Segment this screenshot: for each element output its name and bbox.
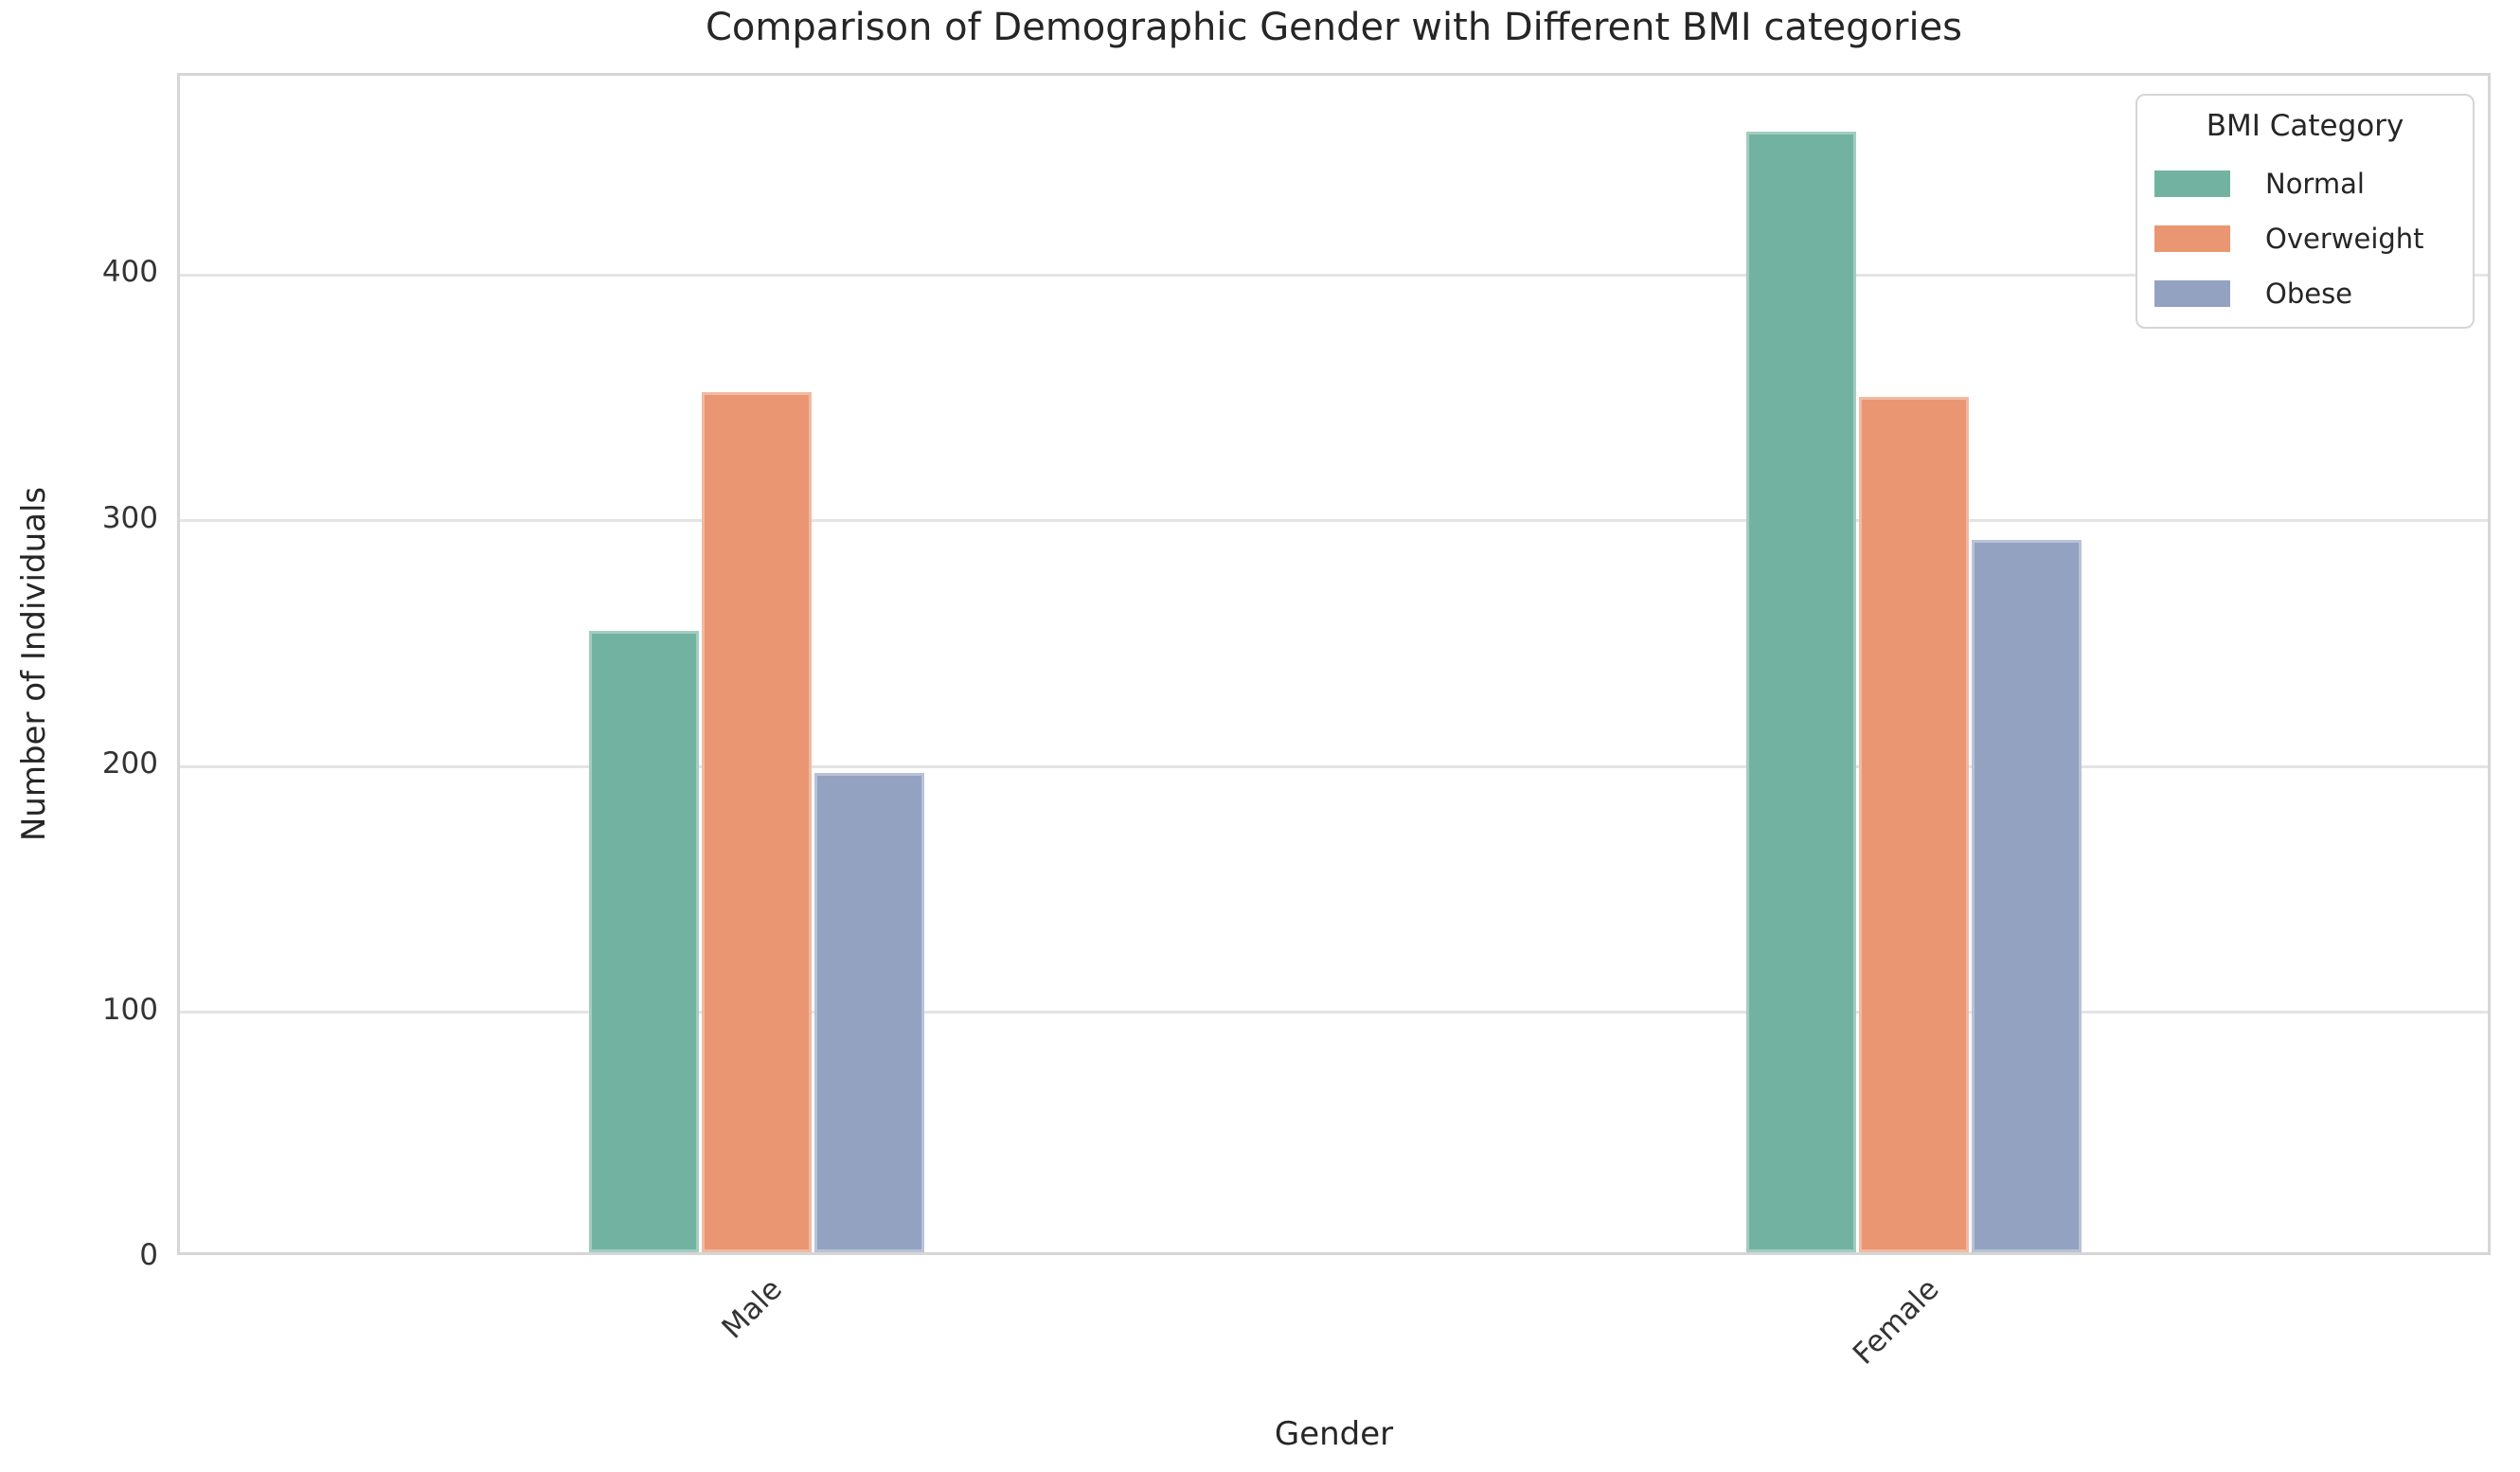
bar-male-obese [814,773,925,1252]
legend-swatch-overweight [2154,225,2230,252]
x-tick-label-female: Female [1846,1272,1946,1372]
legend: BMI Category Normal Overweight Obese [2136,94,2475,329]
bar-female-normal [1745,131,1856,1252]
legend-swatch-normal [2154,171,2230,197]
bar-female-obese [1971,539,2082,1252]
legend-item-obese: Obese [2137,266,2473,321]
legend-title: BMI Category [2206,109,2404,143]
bar-male-overweight [702,391,813,1252]
y-gridline-200 [180,764,2488,768]
x-axis-title: Gender [1274,1415,1394,1453]
y-gridline-100 [180,1011,2488,1014]
legend-item-normal: Normal [2137,156,2473,211]
y-gridline-300 [180,519,2488,523]
y-tick-label-400: 400 [101,255,158,290]
legend-label-obese: Obese [2265,278,2353,310]
legend-label-overweight: Overweight [2265,223,2424,255]
y-tick-label-200: 200 [101,746,158,781]
y-axis-title: Number of Individuals [15,486,53,842]
plot-area [177,73,2491,1255]
chart-title: Comparison of Demographic Gender with Di… [705,6,1963,49]
bar-female-overweight [1858,397,1969,1252]
y-gridline-400 [180,273,2488,277]
y-tick-label-300: 300 [101,500,158,535]
y-tick-label-100: 100 [101,992,158,1027]
x-tick-label-male: Male [715,1272,790,1346]
legend-label-normal: Normal [2265,168,2365,200]
bar-male-normal [589,630,700,1252]
legend-swatch-obese [2154,280,2230,307]
legend-item-overweight: Overweight [2137,211,2473,266]
y-tick-label-0: 0 [139,1238,158,1272]
legend-items: Normal Overweight Obese [2137,156,2473,321]
